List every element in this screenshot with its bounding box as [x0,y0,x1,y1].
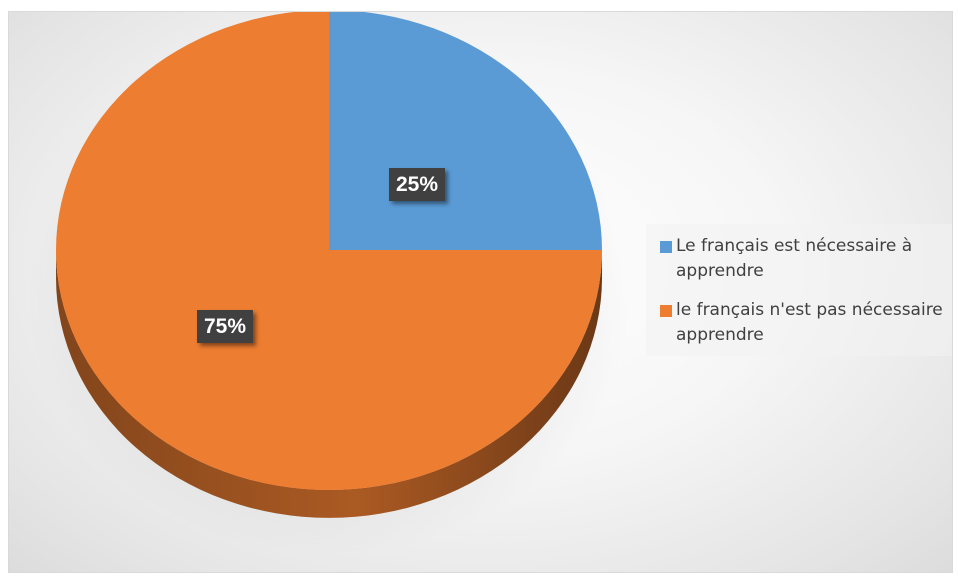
legend-swatch-orange [660,305,672,317]
data-label-french-necessary: 25% [389,168,446,202]
legend-swatch-blue [660,241,672,253]
pie-slice-french-necessary [329,12,602,250]
data-label-french-not-necessary: 75% [197,310,254,344]
legend-item-french-not-necessary: le français n'est pas nécessaire apprend… [656,298,952,348]
legend-item-french-necessary: Le français est nécessaire à apprendre [656,234,952,284]
pie-chart [26,12,632,556]
chart-area: 25% 75% Le français est nécessaire à app… [8,11,953,573]
legend: Le français est nécessaire à apprendre l… [646,224,952,356]
pie-slice-french-not-necessary [56,12,602,490]
legend-label: Le français est nécessaire à apprendre [676,236,913,281]
legend-label: le français n'est pas nécessaire apprend… [676,300,943,345]
